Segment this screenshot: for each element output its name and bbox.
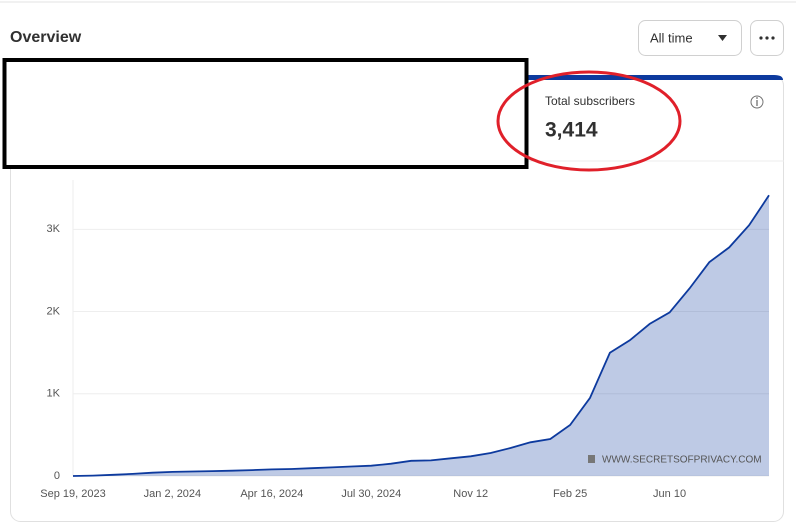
dot (765, 36, 769, 40)
highlight-ellipse (496, 70, 682, 172)
page-title: Overview (10, 29, 82, 46)
x-tick-label: Apr 16, 2024 (240, 488, 303, 500)
info-dot (756, 97, 758, 99)
area-fill (73, 195, 769, 477)
more-button[interactable] (750, 20, 784, 56)
watermark-icon (588, 455, 595, 463)
y-tick-label: 0 (54, 470, 60, 482)
x-tick-label: Jul 30, 2024 (341, 488, 401, 500)
x-tick-label: Jun 10 (653, 488, 686, 500)
y-tick-label: 1K (47, 388, 61, 400)
y-tick-label: 2K (47, 305, 61, 317)
card-accent (520, 75, 783, 80)
dropdown-label[interactable]: All time (650, 30, 693, 45)
watermark-text: WWW.SECRETSOFPRIVACY.COM (602, 455, 762, 466)
x-tick-label: Jan 2, 2024 (144, 488, 202, 500)
x-tick-label: Feb 25 (553, 488, 587, 500)
y-tick-label: 3K (47, 223, 61, 235)
dropdown-box[interactable] (638, 20, 742, 56)
info-circle[interactable] (750, 95, 764, 109)
kpi-label: Total subscribers (545, 94, 635, 108)
dot (771, 36, 775, 40)
x-tick-label: Sep 19, 2023 (40, 488, 105, 500)
info-icon[interactable] (750, 95, 764, 109)
kpi-value: 3,414 (545, 119, 598, 142)
redaction-box (2, 58, 529, 169)
watermark: WWW.SECRETSOFPRIVACY.COM (588, 455, 762, 466)
x-tick-label: Nov 12 (453, 488, 488, 500)
range-dropdown[interactable]: All time (638, 20, 742, 56)
dot (759, 36, 763, 40)
line (72, 194, 770, 477)
chart: 0 1K 2K 3K Sep 19, 2023 Jan 2, 2024 Apr 16, 20… (40, 180, 770, 500)
dropdown-caret (718, 35, 727, 41)
